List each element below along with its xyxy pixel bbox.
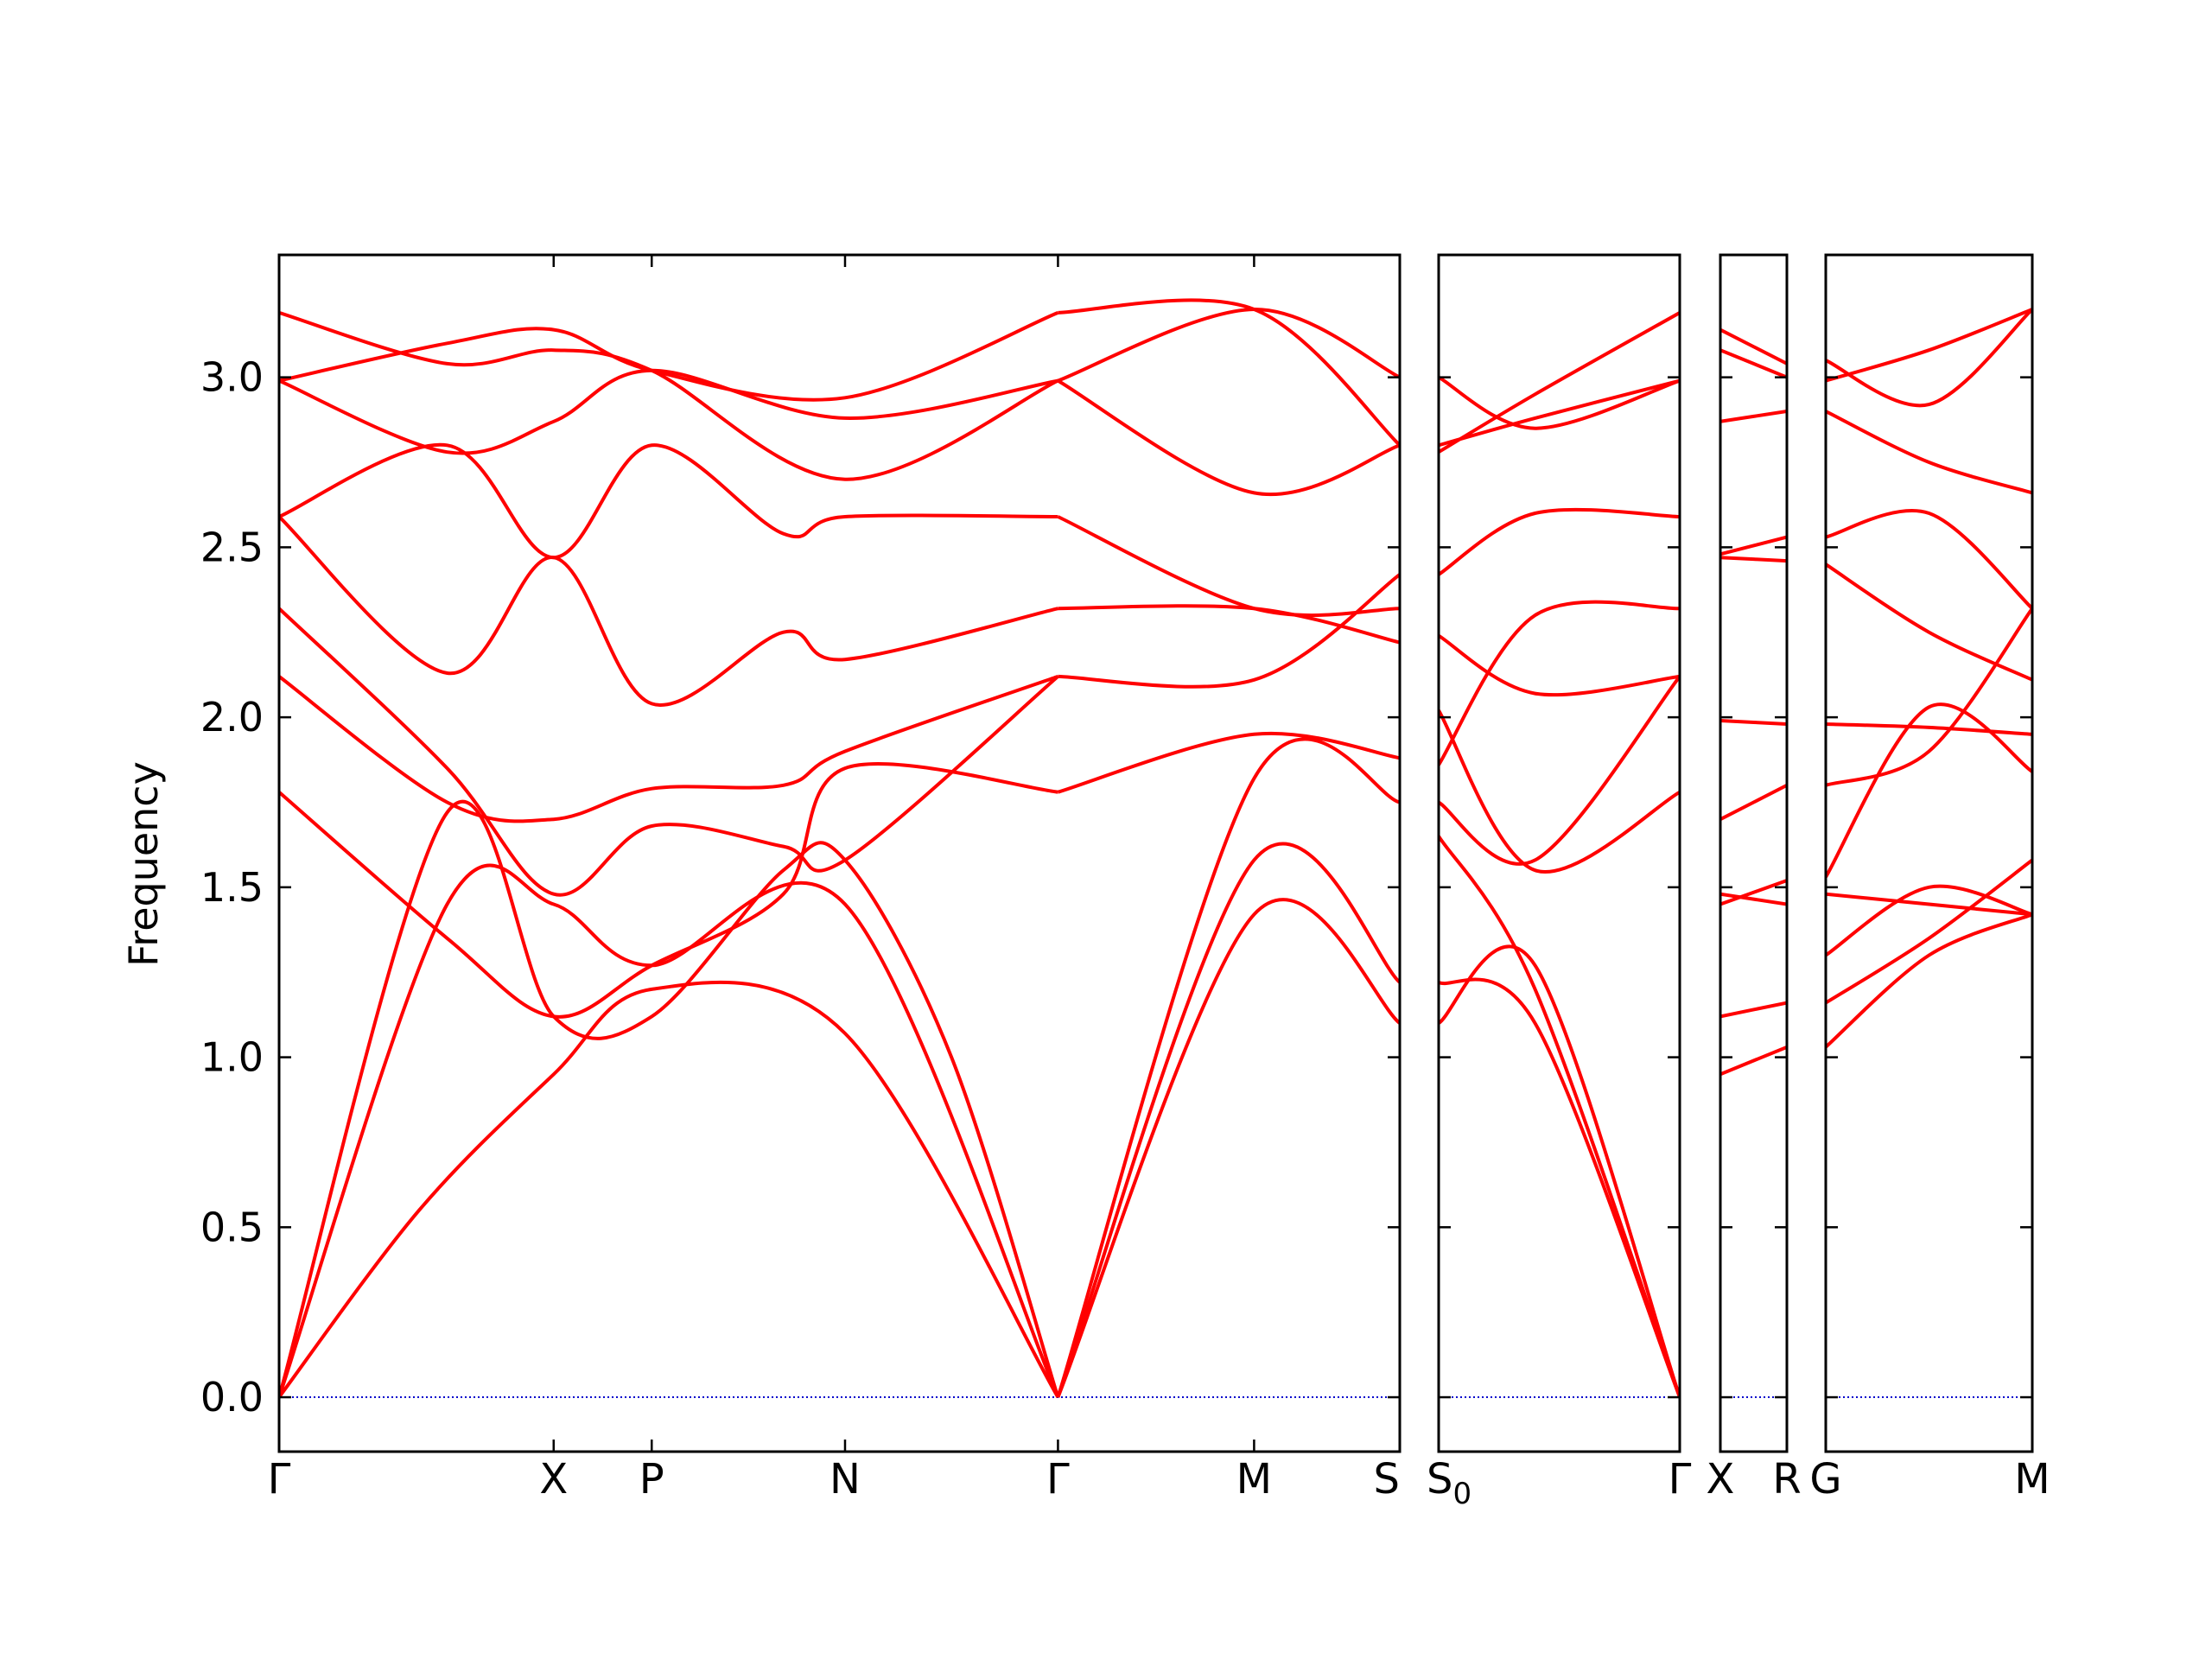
phonon-band-line [1826,508,2032,610]
panel-2: S0 Γ [1427,253,1692,1511]
band-group [1720,327,1787,1077]
phonon-band-line [1057,307,1400,383]
phonon-band-line [1439,675,1680,866]
phonon-band-line [279,515,1058,707]
phonon-band-line [1439,709,1680,874]
phonon-band-line [1720,410,1787,423]
phonon-band-line [279,311,1059,402]
high-symmetry-label: Γ [1669,1455,1692,1503]
phonon-band-line [1439,600,1680,766]
phonon-band-line [1720,535,1787,556]
phonon-band-line [1826,722,2032,736]
panel-frame [1437,253,1681,1453]
phonon-band-line [279,607,1059,897]
phonon-band-line [1826,607,2032,787]
phonon-band-line [1826,702,2032,879]
phonon-band-line [279,800,1060,1398]
high-symmetry-label: M [1236,1455,1272,1503]
phonon-band-line [1439,633,1680,697]
high-symmetry-label: X [539,1455,568,1503]
y-tick-label: 3.0 [200,354,264,401]
phonon-band-line [1056,842,1400,1398]
phonon-band-line [1826,892,2032,917]
high-symmetry-label: R [1772,1455,1801,1503]
high-symmetry-label: S [1374,1455,1400,1503]
high-symmetry-label: M [2014,1455,2050,1503]
phonon-band-line [1720,1001,1787,1019]
y-axis-label: Frequency [120,761,167,967]
high-symmetry-label: G [1809,1455,1841,1503]
phonon-band-line [1056,898,1400,1398]
phonon-band-line [1439,378,1680,448]
phonon-band-line [1826,308,2032,383]
phonon-band-line [279,863,1060,1398]
y-tick-label: 1.5 [200,864,264,911]
y-tick-label: 2.0 [200,694,264,741]
high-symmetry-label: N [830,1455,861,1503]
high-symmetry-label: Γ [1046,1455,1070,1503]
panel-1: 0.0 0.5 1.0 1.5 2.0 2.5 3.0 Γ X P N Γ M S [200,253,1402,1503]
phonon-band-line [1439,507,1680,576]
phonon-band-line [1720,348,1787,379]
phonon-band-line [1720,556,1787,563]
phonon-band-line [1720,892,1787,906]
y-tick-label: 2.5 [200,524,264,570]
phonon-band-line [1720,879,1787,906]
phonon-band-line [1439,977,1680,1398]
y-tick-label: 1.0 [200,1034,264,1081]
phonon-band-line [1057,515,1400,618]
band-group [1439,311,1680,1398]
phonon-band-line [1720,327,1787,365]
phonon-band-line [1439,311,1680,454]
phonon-band-line [279,368,1058,455]
phonon-band-line [279,442,1058,560]
phonon-band-line [1439,375,1680,430]
phonon-band-line [279,675,1059,823]
panel-frame [277,253,1402,1453]
band-group [279,298,1400,1399]
y-tick-label: 0.0 [200,1374,264,1421]
phonon-band-line [1439,835,1680,1398]
phonon-band-line [1058,298,1400,447]
panel-frame [1824,253,2034,1453]
phonon-band-line [1826,563,2032,682]
phonon-band-line [1826,858,2032,1005]
high-symmetry-label: S0 [1427,1455,1471,1511]
phonon-band-line [1439,944,1680,1398]
band-group [1826,308,2032,1049]
phonon-band-line [1826,912,2032,1049]
phonon-band-line [1057,731,1400,794]
high-symmetry-label: P [639,1455,664,1503]
phonon-band-line [1720,1045,1787,1077]
phonon-band-line [1826,308,2032,408]
phonon-band-line [1058,604,1400,645]
phonon-band-line [1058,573,1400,689]
high-symmetry-label: Γ [268,1455,291,1503]
phonon-band-line [1720,719,1787,726]
phonon-band-line [1826,884,2032,957]
phonon-band-line [1056,737,1400,1398]
phonon-band-line [1720,784,1787,821]
panel-frame [1719,253,1789,1453]
phonon-band-line [1057,378,1400,497]
y-tick-label: 0.5 [200,1204,264,1250]
phonon-band-line [279,980,1060,1399]
phonon-band-line [1826,410,2032,495]
high-symmetry-label: X [1707,1455,1735,1503]
phonon-band-line [279,310,1059,481]
phonon-band-line [279,761,1058,1019]
